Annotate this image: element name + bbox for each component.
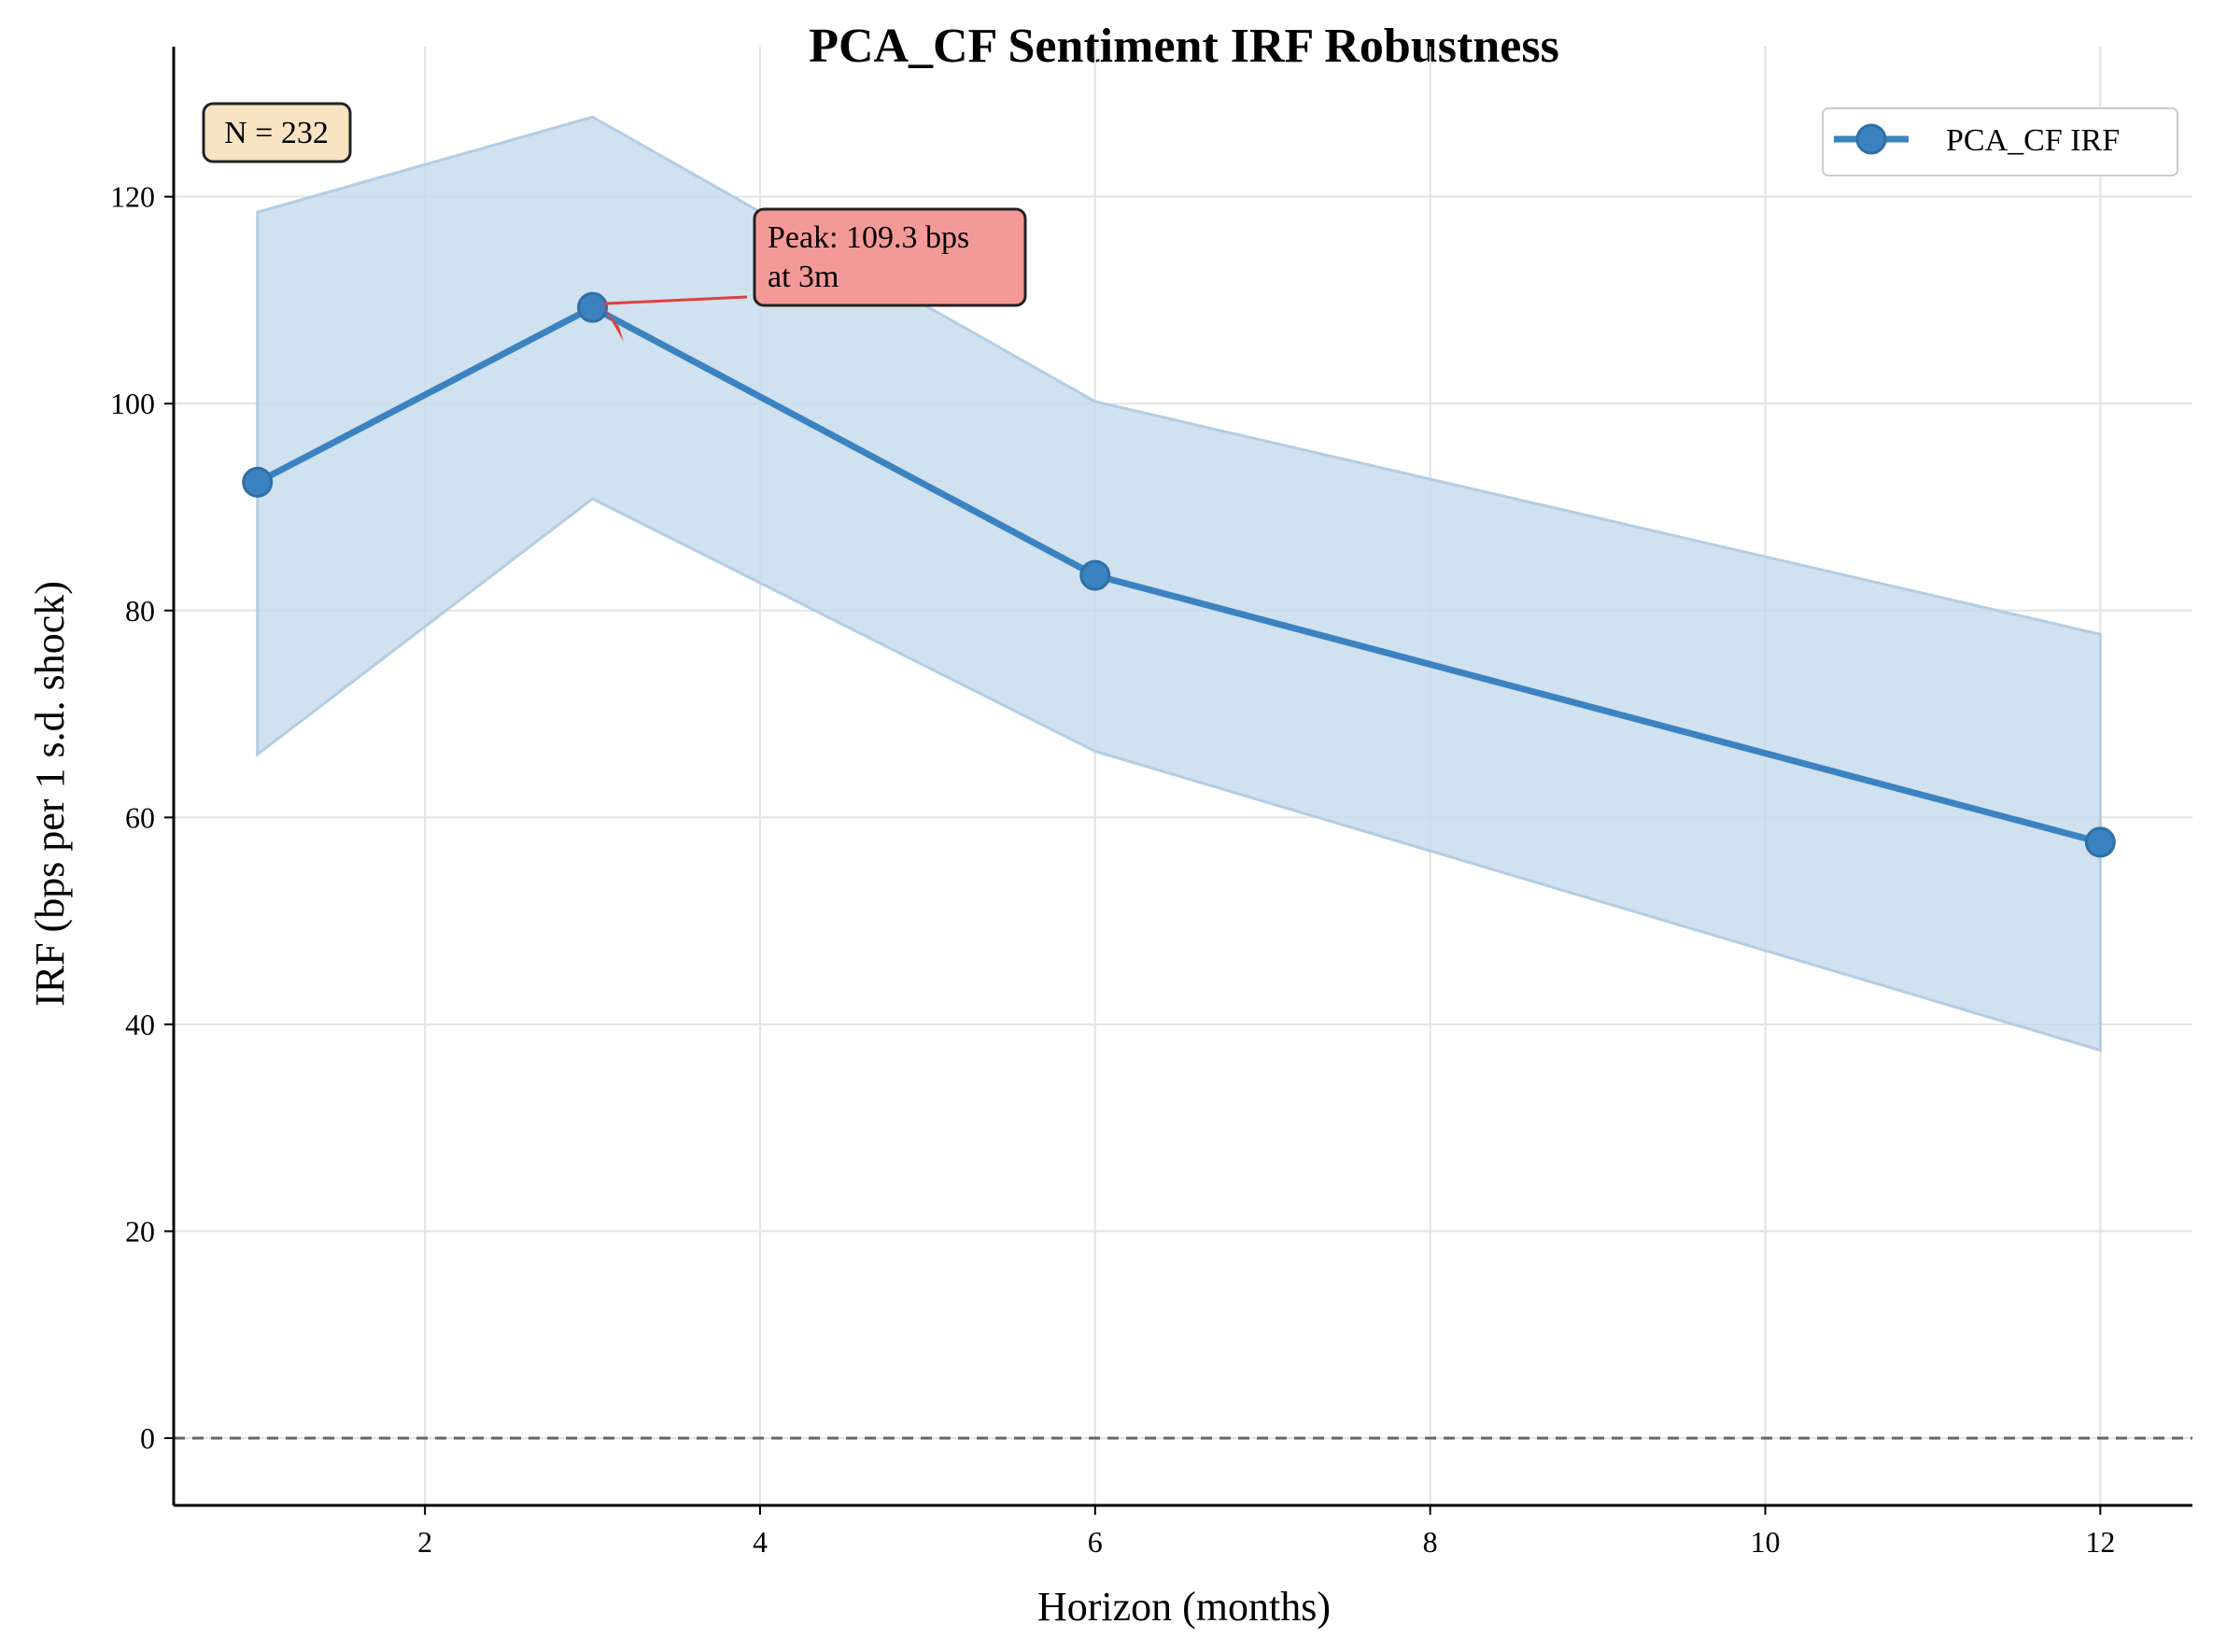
legend-label: PCA_CF IRF — [1946, 123, 2120, 158]
data-point — [577, 291, 609, 323]
sample-size-box — [202, 102, 352, 163]
data-point — [2084, 826, 2116, 858]
sample-size-label: N = 232 — [224, 116, 329, 150]
y-tick-label: 100 — [110, 387, 155, 420]
legend-marker — [1855, 123, 1887, 155]
x-axis-label: Horizon (months) — [1037, 1584, 1331, 1630]
x-tick-label: 12 — [2085, 1525, 2115, 1559]
annotation-arrowhead — [601, 304, 624, 342]
data-point — [1079, 559, 1111, 591]
y-axis-label: IRF (bps per 1 s.d. shock) — [27, 581, 73, 1007]
legend-box — [1822, 107, 2178, 176]
x-tick-label: 8 — [1423, 1525, 1438, 1559]
y-tick-label: 40 — [125, 1008, 155, 1041]
peak-annotation-line1: Peak: 109.3 bps — [768, 220, 969, 255]
data-point — [242, 466, 274, 498]
peak-annotation-line2: at 3m — [768, 260, 839, 294]
annotation-arrow — [603, 295, 748, 305]
y-tick-label: 20 — [125, 1214, 155, 1248]
x-tick-label: 6 — [1088, 1525, 1103, 1559]
y-tick-label: 80 — [125, 594, 155, 628]
irf-line — [256, 304, 2102, 846]
y-tick-label: 120 — [110, 180, 155, 214]
peak-annotation-box — [753, 207, 1027, 307]
y-tick-label: 0 — [140, 1421, 155, 1455]
confidence-band — [256, 115, 2102, 1052]
y-tick-label: 60 — [125, 800, 155, 834]
x-tick-label: 10 — [1750, 1525, 1780, 1559]
x-tick-label: 2 — [417, 1525, 432, 1559]
chart-title: PCA_CF Sentiment IRF Robustness — [809, 20, 1559, 73]
x-tick-label: 4 — [753, 1525, 768, 1559]
